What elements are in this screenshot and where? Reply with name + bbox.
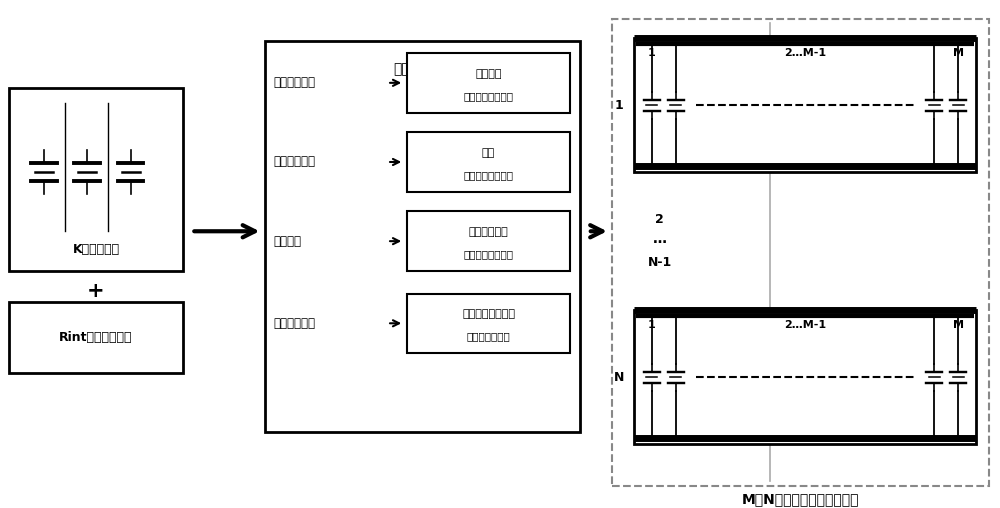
Text: 均値、方差、频数: 均値、方差、频数 <box>464 249 514 259</box>
Text: 2: 2 <box>655 213 664 226</box>
Text: 电池充放电测试: 电池充放电测试 <box>393 62 452 76</box>
Text: 开路电压检测: 开路电压检测 <box>273 76 315 89</box>
FancyBboxPatch shape <box>407 132 570 192</box>
Text: 开路电压: 开路电压 <box>475 69 502 79</box>
Text: 间温度分布差异: 间温度分布差异 <box>467 331 510 341</box>
Text: 2…M-1: 2…M-1 <box>784 320 826 330</box>
Text: 1: 1 <box>648 48 656 58</box>
Text: M并N串的串并联电池组模型: M并N串的串并联电池组模型 <box>742 492 859 506</box>
FancyBboxPatch shape <box>265 41 580 432</box>
Text: 2…M-1: 2…M-1 <box>784 48 826 58</box>
FancyBboxPatch shape <box>407 294 570 353</box>
Text: …: … <box>653 232 667 246</box>
Text: 内阻参数辨识: 内阻参数辨识 <box>273 155 315 169</box>
Text: M: M <box>953 320 964 330</box>
Text: 最大可用容量: 最大可用容量 <box>469 227 508 237</box>
Text: 均値、方差、频数: 均値、方差、频数 <box>464 91 514 101</box>
Text: M: M <box>953 48 964 58</box>
Text: 容量测试: 容量测试 <box>273 235 301 248</box>
FancyBboxPatch shape <box>9 302 183 373</box>
Text: 内阻: 内阻 <box>482 148 495 158</box>
FancyBboxPatch shape <box>634 310 976 444</box>
FancyBboxPatch shape <box>407 53 570 112</box>
Text: 1: 1 <box>648 320 656 330</box>
Text: N-1: N-1 <box>648 257 672 269</box>
Text: Rint电池单体模型: Rint电池单体模型 <box>59 331 133 343</box>
FancyBboxPatch shape <box>612 18 989 486</box>
Text: 1: 1 <box>614 99 623 112</box>
Text: 均値、方差、频数: 均値、方差、频数 <box>464 170 514 180</box>
FancyBboxPatch shape <box>407 211 570 271</box>
FancyBboxPatch shape <box>9 88 183 271</box>
Text: 考虑不同电池单体: 考虑不同电池单体 <box>462 309 515 320</box>
FancyBboxPatch shape <box>634 38 976 172</box>
Text: 电池温度测量: 电池温度测量 <box>273 317 315 330</box>
Text: +: + <box>87 280 105 301</box>
Text: K个电池单体: K个电池单体 <box>72 243 120 256</box>
Text: N: N <box>614 371 624 384</box>
